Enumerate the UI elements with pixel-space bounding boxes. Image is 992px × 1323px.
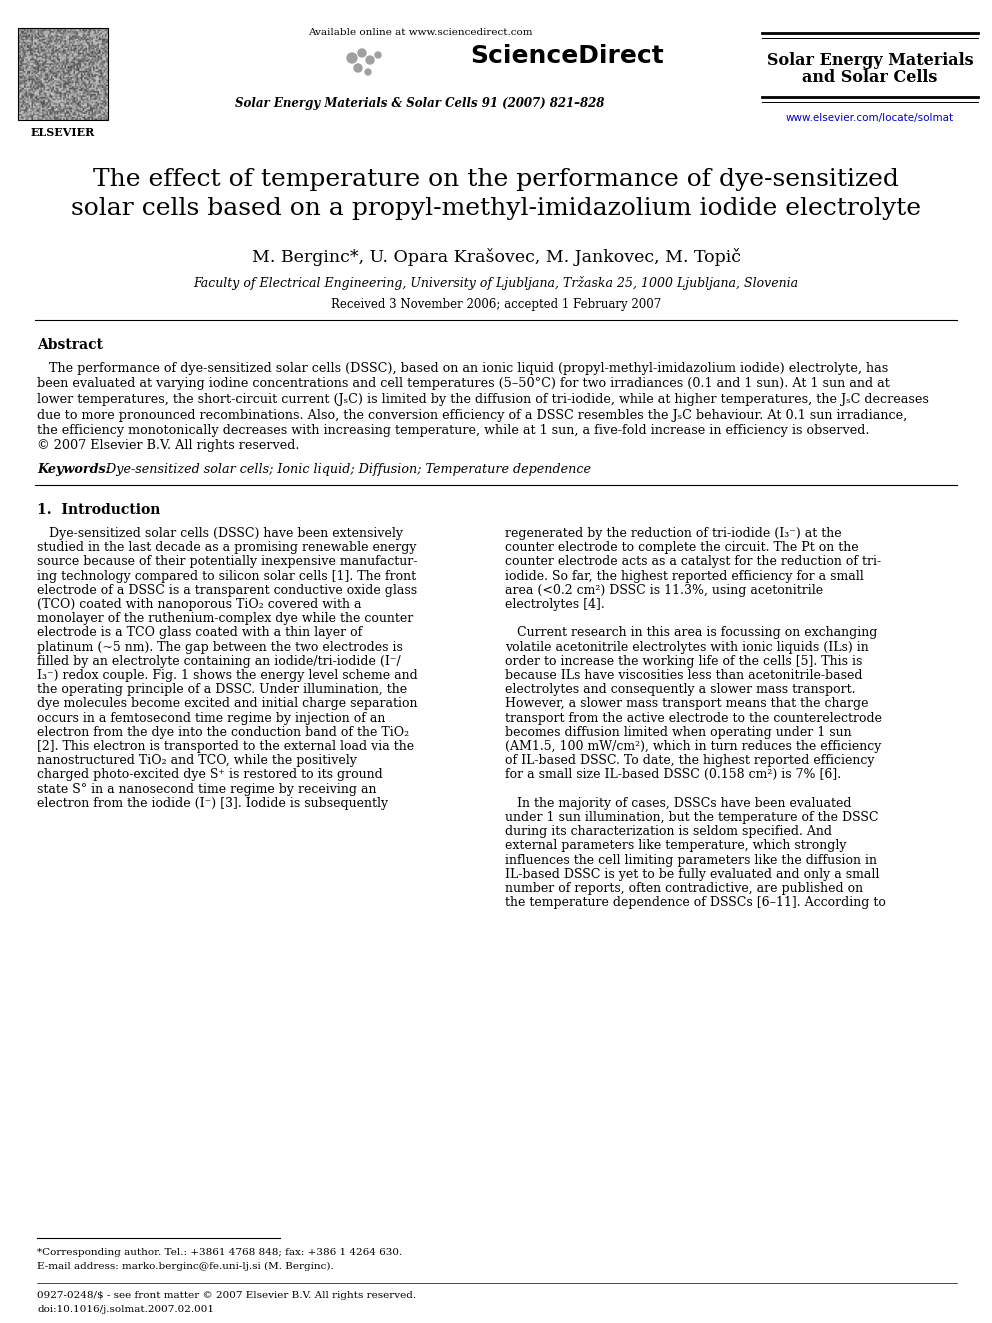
Text: Keywords:: Keywords:: [37, 463, 110, 476]
Bar: [18, 28, 108, 120]
Text: Available online at www.sciencedirect.com: Available online at www.sciencedirect.co…: [308, 28, 533, 37]
Text: the temperature dependence of DSSCs [6–11]. According to: the temperature dependence of DSSCs [6–1…: [505, 896, 886, 909]
Text: filled by an electrolyte containing an iodide/tri-iodide (I⁻/: filled by an electrolyte containing an i…: [37, 655, 401, 668]
Text: of IL-based DSSC. To date, the highest reported efficiency: of IL-based DSSC. To date, the highest r…: [505, 754, 875, 767]
Text: regenerated by the reduction of tri-iodide (I₃⁻) at the: regenerated by the reduction of tri-iodi…: [505, 527, 841, 540]
Text: dye molecules become excited and initial charge separation: dye molecules become excited and initial…: [37, 697, 418, 710]
Text: However, a slower mass transport means that the charge: However, a slower mass transport means t…: [505, 697, 869, 710]
Text: volatile acetonitrile electrolytes with ionic liquids (ILs) in: volatile acetonitrile electrolytes with …: [505, 640, 869, 654]
Text: Dye-sensitized solar cells (DSSC) have been extensively: Dye-sensitized solar cells (DSSC) have b…: [37, 527, 403, 540]
Text: solar cells based on a propyl-methyl-imidazolium iodide electrolyte: solar cells based on a propyl-methyl-imi…: [71, 197, 921, 220]
Text: The performance of dye-sensitized solar cells (DSSC), based on an ionic liquid (: The performance of dye-sensitized solar …: [37, 363, 888, 374]
Text: due to more pronounced recombinations. Also, the conversion efficiency of a DSSC: due to more pronounced recombinations. A…: [37, 409, 908, 422]
Text: Abstract: Abstract: [37, 337, 103, 352]
Text: [2]. This electron is transported to the external load via the: [2]. This electron is transported to the…: [37, 740, 414, 753]
Text: counter electrode acts as a catalyst for the reduction of tri-: counter electrode acts as a catalyst for…: [505, 556, 881, 569]
Text: ing technology compared to silicon solar cells [1]. The front: ing technology compared to silicon solar…: [37, 570, 416, 582]
Text: © 2007 Elsevier B.V. All rights reserved.: © 2007 Elsevier B.V. All rights reserved…: [37, 439, 300, 452]
Text: influences the cell limiting parameters like the diffusion in: influences the cell limiting parameters …: [505, 853, 877, 867]
Text: counter electrode to complete the circuit. The Pt on the: counter electrode to complete the circui…: [505, 541, 859, 554]
Text: becomes diffusion limited when operating under 1 sun: becomes diffusion limited when operating…: [505, 726, 851, 738]
Text: charged photo-excited dye S⁺ is restored to its ground: charged photo-excited dye S⁺ is restored…: [37, 769, 383, 782]
Circle shape: [347, 53, 357, 64]
Text: for a small size IL-based DSSC (0.158 cm²) is 7% [6].: for a small size IL-based DSSC (0.158 cm…: [505, 769, 841, 782]
Text: and Solar Cells: and Solar Cells: [803, 69, 937, 86]
Text: Solar Energy Materials: Solar Energy Materials: [767, 52, 973, 69]
Text: 0927-0248/$ - see front matter © 2007 Elsevier B.V. All rights reserved.: 0927-0248/$ - see front matter © 2007 El…: [37, 1291, 416, 1301]
Text: number of reports, often contradictive, are published on: number of reports, often contradictive, …: [505, 882, 863, 894]
Text: because ILs have viscosities less than acetonitrile-based: because ILs have viscosities less than a…: [505, 669, 862, 681]
Text: monolayer of the ruthenium-complex dye while the counter: monolayer of the ruthenium-complex dye w…: [37, 613, 414, 626]
Text: during its characterization is seldom specified. And: during its characterization is seldom sp…: [505, 826, 832, 839]
Text: electron from the dye into the conduction band of the TiO₂: electron from the dye into the conductio…: [37, 726, 409, 738]
Text: external parameters like temperature, which strongly: external parameters like temperature, wh…: [505, 839, 846, 852]
Text: (AM1.5, 100 mW/cm²), which in turn reduces the efficiency: (AM1.5, 100 mW/cm²), which in turn reduc…: [505, 740, 881, 753]
Text: 1.  Introduction: 1. Introduction: [37, 503, 161, 517]
Text: lower temperatures, the short-circuit current (JₛC) is limited by the diffusion : lower temperatures, the short-circuit cu…: [37, 393, 929, 406]
Text: area (<0.2 cm²) DSSC is 11.3%, using acetonitrile: area (<0.2 cm²) DSSC is 11.3%, using ace…: [505, 583, 823, 597]
Text: platinum (~5 nm). The gap between the two electrodes is: platinum (~5 nm). The gap between the tw…: [37, 640, 403, 654]
Text: IL-based DSSC is yet to be fully evaluated and only a small: IL-based DSSC is yet to be fully evaluat…: [505, 868, 879, 881]
Text: Received 3 November 2006; accepted 1 February 2007: Received 3 November 2006; accepted 1 Feb…: [331, 298, 661, 311]
Text: Faculty of Electrical Engineering, University of Ljubljana, Tržaska 25, 1000 Lju: Faculty of Electrical Engineering, Unive…: [193, 277, 799, 290]
Text: electrolytes [4].: electrolytes [4].: [505, 598, 605, 611]
Text: I₃⁻) redox couple. Fig. 1 shows the energy level scheme and: I₃⁻) redox couple. Fig. 1 shows the ener…: [37, 669, 418, 681]
Circle shape: [375, 52, 381, 58]
Text: order to increase the working life of the cells [5]. This is: order to increase the working life of th…: [505, 655, 862, 668]
Text: doi:10.1016/j.solmat.2007.02.001: doi:10.1016/j.solmat.2007.02.001: [37, 1304, 214, 1314]
Text: nanostructured TiO₂ and TCO, while the positively: nanostructured TiO₂ and TCO, while the p…: [37, 754, 357, 767]
Text: state S° in a nanosecond time regime by receiving an: state S° in a nanosecond time regime by …: [37, 783, 377, 795]
Text: electrolytes and consequently a slower mass transport.: electrolytes and consequently a slower m…: [505, 683, 855, 696]
Text: M. Berginc*, U. Opara Krašovec, M. Jankovec, M. Topič: M. Berginc*, U. Opara Krašovec, M. Janko…: [252, 247, 740, 266]
Text: studied in the last decade as a promising renewable energy: studied in the last decade as a promisin…: [37, 541, 417, 554]
Circle shape: [365, 69, 371, 75]
Text: the operating principle of a DSSC. Under illumination, the: the operating principle of a DSSC. Under…: [37, 683, 407, 696]
Text: electron from the iodide (I⁻) [3]. Iodide is subsequently: electron from the iodide (I⁻) [3]. Iodid…: [37, 796, 388, 810]
Circle shape: [366, 56, 374, 64]
Text: The effect of temperature on the performance of dye-sensitized: The effect of temperature on the perform…: [93, 168, 899, 191]
Text: electrode of a DSSC is a transparent conductive oxide glass: electrode of a DSSC is a transparent con…: [37, 583, 417, 597]
Text: occurs in a femtosecond time regime by injection of an: occurs in a femtosecond time regime by i…: [37, 712, 385, 725]
Circle shape: [354, 64, 362, 71]
Text: under 1 sun illumination, but the temperature of the DSSC: under 1 sun illumination, but the temper…: [505, 811, 879, 824]
Text: transport from the active electrode to the counterelectrode: transport from the active electrode to t…: [505, 712, 882, 725]
Text: the efficiency monotonically decreases with increasing temperature, while at 1 s: the efficiency monotonically decreases w…: [37, 423, 870, 437]
Text: (TCO) coated with nanoporous TiO₂ covered with a: (TCO) coated with nanoporous TiO₂ covere…: [37, 598, 361, 611]
Text: iodide. So far, the highest reported efficiency for a small: iodide. So far, the highest reported eff…: [505, 570, 864, 582]
Text: ScienceDirect: ScienceDirect: [470, 44, 664, 67]
Text: *Corresponding author. Tel.: +3861 4768 848; fax: +386 1 4264 630.: *Corresponding author. Tel.: +3861 4768 …: [37, 1248, 402, 1257]
Text: Solar Energy Materials & Solar Cells 91 (2007) 821–828: Solar Energy Materials & Solar Cells 91 …: [235, 97, 605, 110]
Text: ELSEVIER: ELSEVIER: [31, 127, 95, 138]
Text: source because of their potentially inexpensive manufactur-: source because of their potentially inex…: [37, 556, 418, 569]
Text: Current research in this area is focussing on exchanging: Current research in this area is focussi…: [505, 626, 877, 639]
Text: electrode is a TCO glass coated with a thin layer of: electrode is a TCO glass coated with a t…: [37, 626, 362, 639]
Text: E-mail address: marko.berginc@fe.uni-lj.si (M. Berginc).: E-mail address: marko.berginc@fe.uni-lj.…: [37, 1262, 333, 1271]
Text: www.elsevier.com/locate/solmat: www.elsevier.com/locate/solmat: [786, 112, 954, 123]
Text: In the majority of cases, DSSCs have been evaluated: In the majority of cases, DSSCs have bee…: [505, 796, 851, 810]
Text: been evaluated at varying iodine concentrations and cell temperatures (5–50°C) f: been evaluated at varying iodine concent…: [37, 377, 890, 390]
Circle shape: [358, 49, 366, 57]
Text: Dye-sensitized solar cells; Ionic liquid; Diffusion; Temperature dependence: Dye-sensitized solar cells; Ionic liquid…: [102, 463, 591, 476]
